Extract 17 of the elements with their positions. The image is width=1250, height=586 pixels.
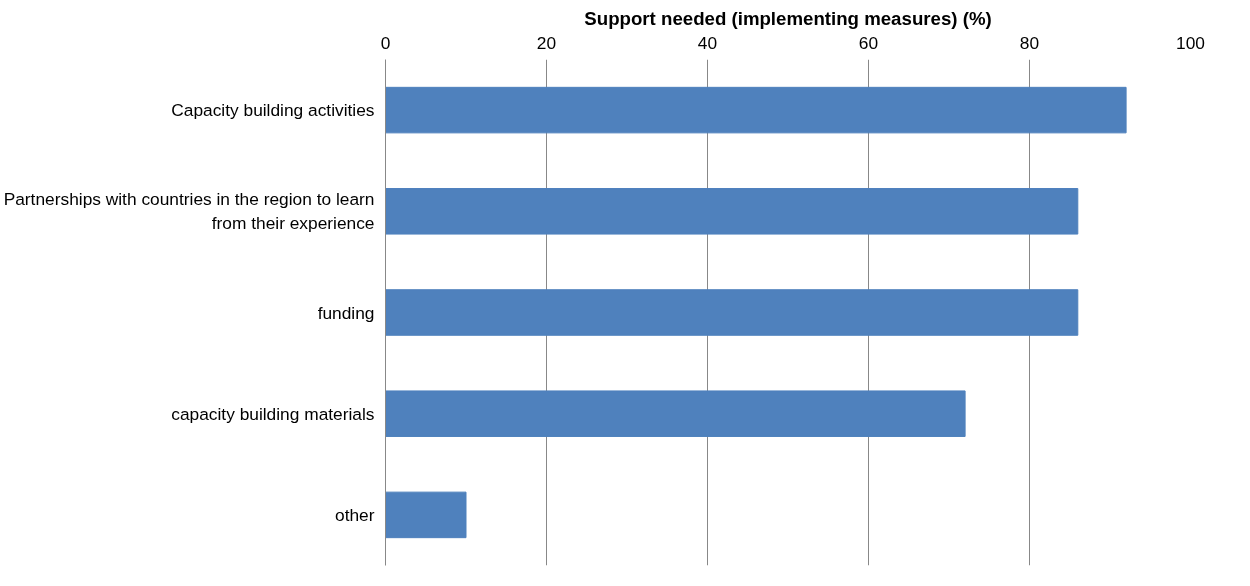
x-tick-label: 80 — [1019, 32, 1040, 53]
y-tick-label: capacity building materials — [171, 403, 375, 424]
x-tick-label: 20 — [536, 32, 557, 53]
x-tick-label: 100 — [1176, 32, 1205, 53]
x-tick-label: 60 — [858, 32, 879, 53]
bar — [385, 491, 467, 539]
y-tick-label: other — [335, 504, 375, 525]
bar — [385, 86, 1127, 134]
bar — [385, 390, 966, 437]
x-tick-label: 0 — [380, 32, 391, 53]
bar — [385, 188, 1079, 235]
bar — [385, 289, 1079, 336]
y-tick-label: funding — [317, 302, 375, 323]
y-tick-label: Capacity building activities — [171, 100, 375, 121]
y-tick-label: Partnerships with countries in the region to learn from their experience — [3, 189, 375, 234]
chart-title: Support needed (implementing measures) (%) — [584, 7, 992, 29]
x-tick-label: 40 — [697, 32, 718, 53]
